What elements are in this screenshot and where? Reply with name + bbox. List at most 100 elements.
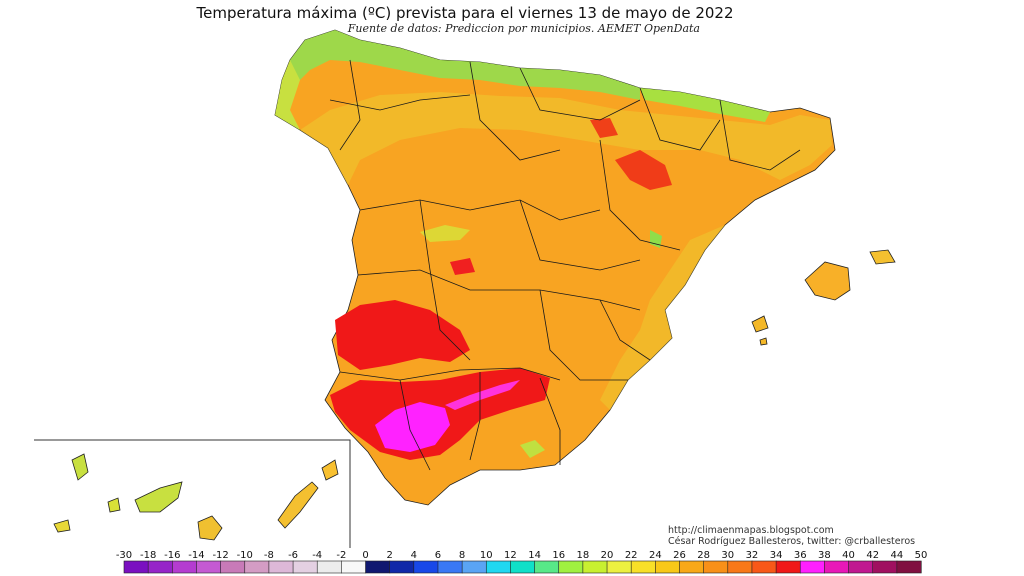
- legend-swatch: [437, 560, 463, 574]
- legend-tick-label: 30: [721, 550, 734, 561]
- province-borders: [329, 59, 801, 471]
- legend-tick-label: 40: [842, 550, 855, 561]
- map-title: Temperatura máxima (ºC) prevista para el…: [196, 4, 734, 22]
- legend-swatch: [534, 560, 560, 574]
- legend-swatch: [292, 560, 318, 574]
- legend-tick-label: 22: [625, 550, 638, 561]
- legend-tick-label: 36: [794, 550, 807, 561]
- ibiza-island: [751, 315, 769, 333]
- madrid-south-hot-zone: [450, 258, 475, 275]
- formentera-island: [759, 337, 768, 346]
- legend-tick-label: 4: [411, 550, 417, 561]
- legend-tick-label: 24: [649, 550, 662, 561]
- credits-author: César Rodríguez Ballesteros, twitter: @c…: [668, 536, 916, 547]
- legend-tick-label: -8: [264, 550, 274, 561]
- legend-tick-label: 10: [480, 550, 493, 561]
- legend-swatch: [679, 560, 705, 574]
- galicia-coast-zone: [275, 60, 300, 130]
- legend-tick-label: -6: [288, 550, 298, 561]
- gran-canaria-island: [197, 515, 223, 541]
- sevilla-extreme-zone: [375, 402, 450, 452]
- legend-tick-label: -18: [140, 550, 156, 561]
- legend-tick-label: 6: [435, 550, 441, 561]
- legend-swatch: [630, 560, 656, 574]
- ebro-hot-zone: [590, 118, 618, 138]
- legend-tick-labels: -30 -18 -16 -14 -12 -10 -8 -6 -4 -2 0 2 4 6 8 10 12 14 16 1…: [116, 550, 928, 561]
- legend-tick-label: 8: [459, 550, 465, 561]
- legend-tick-label: 0: [362, 550, 368, 561]
- legend-tick-label: 38: [818, 550, 831, 561]
- legend-tick-label: 18: [577, 550, 590, 561]
- legend-swatch: [172, 560, 198, 574]
- legend-swatch: [413, 560, 439, 574]
- legend-swatch: [147, 560, 173, 574]
- legend-swatch: [751, 560, 777, 574]
- canary-inset-frame: [34, 439, 351, 548]
- la-palma-island: [71, 453, 89, 481]
- map-subtitle: Fuente de datos: Prediccion por municipi…: [347, 22, 700, 35]
- legend-tick-label: 2: [386, 550, 392, 561]
- legend-tick-label: -12: [212, 550, 228, 561]
- guadalquivir-extreme-strip: [445, 380, 520, 410]
- legend-swatch: [558, 560, 584, 574]
- menorca-island: [869, 249, 896, 265]
- legend-swatch: [872, 560, 898, 574]
- legend-swatch: [316, 560, 342, 574]
- legend-swatch: [244, 560, 270, 574]
- legend-swatch: [365, 560, 391, 574]
- east-coast-yellow-zone: [600, 225, 725, 410]
- credits: http://climaenmapas.blogspot.com César R…: [668, 525, 915, 547]
- legend-tick-label: -4: [312, 550, 322, 561]
- sierra-nevada-cool-spot: [520, 440, 545, 458]
- legend-swatch: [510, 560, 536, 574]
- la-gomera-island: [107, 497, 121, 513]
- legend-tick-label: -10: [237, 550, 253, 561]
- legend-swatch: [485, 560, 512, 574]
- legend-swatch: [703, 560, 729, 574]
- legend-tick-label: -16: [164, 550, 180, 561]
- legend-tick-label: -30: [116, 550, 132, 561]
- legend-swatch: [655, 560, 681, 574]
- el-hierro-island: [53, 519, 71, 533]
- legend-swatch: [389, 560, 415, 574]
- legend-swatches: [123, 560, 922, 574]
- legend-swatch: [775, 560, 801, 574]
- legend-tick-label: 26: [673, 550, 686, 561]
- legend-swatch: [220, 560, 246, 574]
- legend-swatch: [123, 560, 149, 574]
- lanzarote-island: [321, 459, 339, 481]
- legend-tick-label: 28: [697, 550, 710, 561]
- legend-tick-label: 44: [890, 550, 903, 561]
- cantabrian-cool-zone: [290, 30, 640, 100]
- legend-tick-label: 20: [601, 550, 614, 561]
- legend-swatch: [341, 560, 367, 574]
- legend-swatch: [896, 560, 922, 574]
- legend-tick-label: -14: [188, 550, 204, 561]
- legend-tick-label: 34: [770, 550, 783, 561]
- extremadura-hot-zone: [335, 300, 470, 370]
- pyrenees-cool-zone: [640, 88, 770, 122]
- legend-tick-label: 42: [866, 550, 879, 561]
- legend-swatch: [848, 560, 874, 574]
- legend-tick-label: 12: [504, 550, 517, 561]
- legend-swatch: [268, 560, 294, 574]
- legend-swatch: [606, 560, 632, 574]
- legend-tick-label: 14: [528, 550, 541, 561]
- legend-tick-label: 50: [915, 550, 928, 561]
- legend-swatch: [799, 560, 825, 574]
- fuerteventura-island: [277, 481, 319, 529]
- credits-blog: http://climaenmapas.blogspot.com: [668, 525, 834, 536]
- tenerife-island: [134, 481, 183, 513]
- legend-swatch: [461, 560, 487, 574]
- legend-tick-label: -2: [336, 550, 346, 561]
- aragon-hot-zone: [615, 150, 672, 190]
- legend-swatch: [727, 560, 753, 574]
- legend-swatch: [196, 560, 222, 574]
- legend-swatch: [824, 560, 850, 574]
- mallorca-island: [804, 261, 851, 301]
- legend-swatch: [582, 560, 608, 574]
- legend-tick-label: 32: [746, 550, 759, 561]
- central-system-cool-spot: [420, 225, 470, 242]
